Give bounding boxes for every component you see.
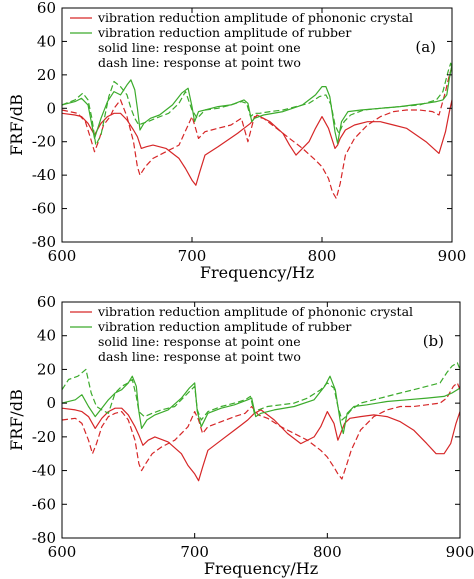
- y-axis-label-b: FRF/dB: [7, 389, 26, 451]
- y-tick-label-b-7: 60: [37, 293, 56, 311]
- legend-entry-a-1: vibration reduction amplitude of rubber: [97, 25, 351, 40]
- x-tick-label-a-2: 800: [308, 247, 337, 265]
- series-line-b-4: [61, 362, 461, 421]
- panel-label-b: (b): [423, 332, 444, 350]
- series-line-a-3: [61, 64, 453, 144]
- x-tick-label-b-3: 900: [446, 543, 474, 561]
- panel-b: -80 -60 -40 -20 0 20 40 60 600 700 800 900 Frequency…: [7, 293, 474, 578]
- series-line-a-1: [61, 99, 453, 186]
- y-tick-label-b-1: -60: [32, 495, 56, 513]
- y-axis-label-a: FRF/dB: [7, 94, 26, 156]
- y-tick-label-b-5: 20: [37, 360, 56, 378]
- panel-label-a: (a): [415, 38, 436, 56]
- y-tick-label-a-1: -60: [32, 200, 56, 218]
- series-line-a-4: [61, 62, 453, 146]
- legend-entry-b-0: vibration reduction amplitude of phononi…: [97, 304, 413, 319]
- y-tick-label-a-4: 0: [46, 99, 56, 117]
- panel-a: -80 -60 -40 -20 0 20 40 60 600 700 800 900 Frequency…: [7, 0, 466, 282]
- legend-entry-a-0: vibration reduction amplitude of phononi…: [97, 10, 413, 25]
- series-line-b-1: [61, 407, 461, 482]
- x-tick-label-a-3: 900: [438, 247, 467, 265]
- x-tick-label-a-1: 700: [178, 247, 207, 265]
- plot-frame-a: [61, 7, 453, 243]
- y-tick-label-a-0: -80: [32, 233, 56, 251]
- series-line-a-2: [61, 66, 453, 200]
- y-tick-label-b-2: -40: [32, 462, 56, 480]
- legend-entry-a-3: dash line: response at point two: [98, 55, 301, 70]
- y-tick-label-b-3: -20: [32, 428, 56, 446]
- x-axis-label-b: Frequency/Hz: [204, 559, 318, 578]
- plot-frame-b: [61, 301, 461, 539]
- y-tick-label-a-2: -40: [32, 166, 56, 184]
- series-line-b-3: [61, 375, 461, 435]
- legend-entry-b-2: solid line: response at point one: [98, 334, 301, 349]
- y-tick-label-a-7: 60: [37, 0, 56, 17]
- y-tick-label-b-0: -80: [32, 529, 56, 547]
- x-tick-label-b-1: 700: [180, 543, 209, 561]
- legend-entry-a-2: solid line: response at point one: [98, 40, 301, 55]
- y-tick-label-a-6: 40: [37, 32, 56, 50]
- y-tick-label-b-6: 40: [37, 327, 56, 345]
- y-tick-label-a-3: -20: [32, 133, 56, 151]
- x-tick-label-b-0: 600: [48, 543, 77, 561]
- x-tick-label-b-2: 800: [313, 543, 342, 561]
- x-axis-label-a: Frequency/Hz: [200, 263, 314, 282]
- series-line-b-2: [61, 382, 461, 480]
- x-tick-label-a-0: 600: [48, 247, 77, 265]
- y-tick-label-a-5: 20: [37, 66, 56, 84]
- y-tick-label-b-4: 0: [46, 394, 56, 412]
- legend-entry-b-1: vibration reduction amplitude of rubber: [97, 319, 351, 334]
- legend-entry-b-3: dash line: response at point two: [98, 349, 301, 364]
